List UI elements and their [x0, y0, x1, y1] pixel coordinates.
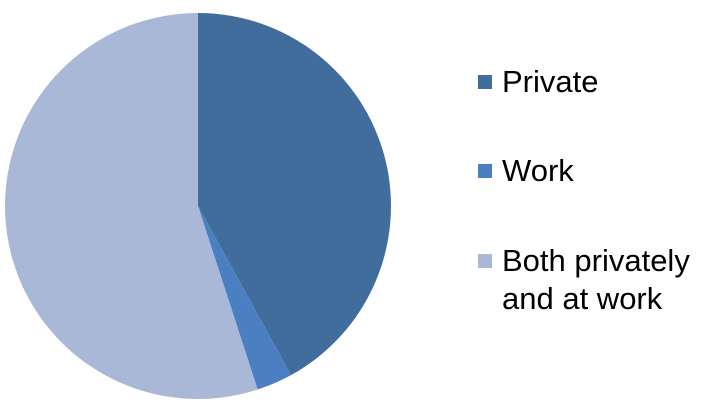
legend-label-private: Private [502, 64, 599, 99]
legend-swatch-private [478, 75, 492, 89]
pie-slice-private [198, 13, 391, 376]
legend-swatch-work [478, 164, 492, 178]
legend-item-private: Private [478, 63, 598, 101]
pie-slice-both [4, 13, 258, 399]
pie-chart [4, 13, 391, 399]
pie-slice-work [198, 206, 291, 390]
legend-label-work: Work [502, 153, 574, 188]
legend-label-both: Both privately and at work [502, 243, 690, 316]
legend-item-work: Work [478, 152, 574, 190]
legend-swatch-both [478, 254, 492, 268]
legend-item-both: Both privately and at work [478, 242, 690, 318]
